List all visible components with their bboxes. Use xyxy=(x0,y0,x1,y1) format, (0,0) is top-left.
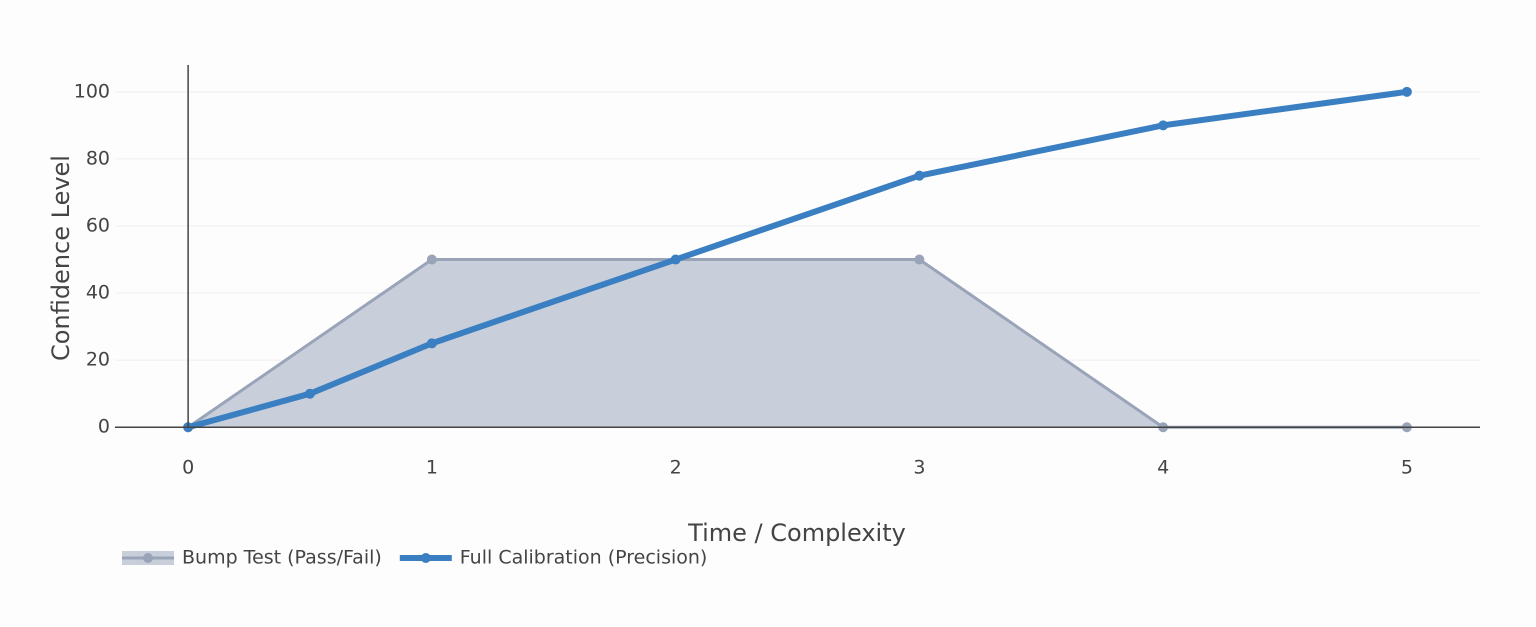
marker xyxy=(914,254,925,265)
y-axis-title: Confidence Level xyxy=(47,155,75,361)
legend-item: Full Calibration (Precision) xyxy=(399,547,708,569)
y-tick-label: 20 xyxy=(86,349,110,371)
legend-label: Full Calibration (Precision) xyxy=(460,547,708,569)
y-tick-label: 80 xyxy=(86,147,110,169)
x-axis-title: Time / Complexity xyxy=(687,519,906,547)
marker xyxy=(426,338,437,349)
y-tick-label: 100 xyxy=(74,80,110,102)
x-tick-label: 3 xyxy=(913,457,925,479)
marker xyxy=(1158,120,1169,131)
marker xyxy=(670,254,681,265)
y-tick-label: 0 xyxy=(98,416,110,438)
x-tick-label: 4 xyxy=(1157,457,1169,479)
marker xyxy=(426,254,437,265)
x-tick-label: 1 xyxy=(426,457,438,479)
y-tick-label: 60 xyxy=(86,214,110,236)
legend-marker xyxy=(143,553,153,563)
marker xyxy=(914,170,925,181)
x-tick-label: 0 xyxy=(182,457,194,479)
y-tick-label: 40 xyxy=(86,282,110,304)
area xyxy=(188,259,1407,428)
x-tick-label: 2 xyxy=(670,457,682,479)
marker xyxy=(305,388,315,399)
legend-marker xyxy=(420,553,431,563)
legend-label: Bump Test (Pass/Fail) xyxy=(182,547,382,569)
x-tick-label: 5 xyxy=(1401,457,1413,479)
legend-item: Bump Test (Pass/Fail) xyxy=(122,547,382,569)
marker xyxy=(1401,86,1412,97)
